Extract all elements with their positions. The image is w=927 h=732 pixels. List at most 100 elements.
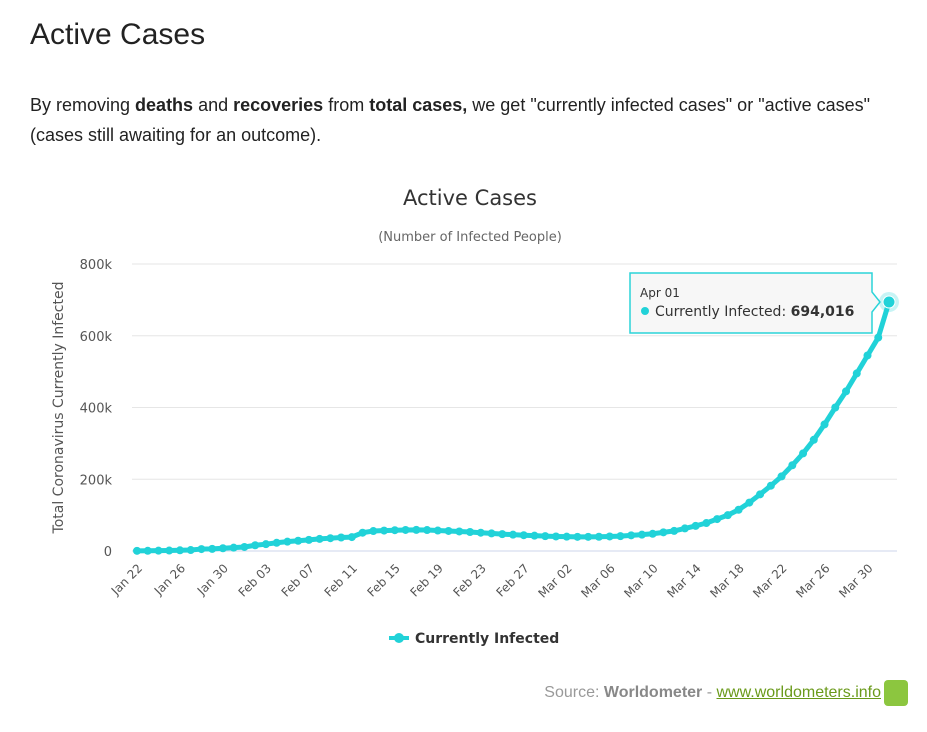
legend-item-currently-infected[interactable]: Currently Infected [415, 631, 559, 647]
data-point [165, 546, 174, 555]
worldometer-logo-icon[interactable] [884, 680, 908, 706]
x-tick-label: Mar 18 [707, 561, 746, 600]
data-point [433, 526, 442, 535]
data-point [766, 481, 775, 490]
data-point [509, 530, 517, 539]
data-point [143, 546, 152, 555]
data-point [283, 537, 292, 546]
x-tick-label: Feb 03 [236, 561, 274, 599]
data-point [133, 546, 141, 555]
source-line: Source: Worldometer - www.worldometers.i… [544, 684, 881, 702]
tooltip-box [629, 272, 881, 334]
data-point [648, 529, 657, 538]
data-point [272, 538, 281, 547]
data-point [605, 532, 614, 541]
data-point [358, 528, 367, 537]
data-point [584, 532, 593, 541]
desc-text: from [323, 95, 370, 115]
data-point [831, 403, 840, 412]
data-point [412, 525, 421, 534]
source-name: Worldometer [603, 684, 703, 701]
data-point [423, 526, 432, 535]
chart-title: Active Cases [403, 186, 537, 210]
data-point [347, 533, 356, 542]
data-point [240, 542, 249, 551]
x-tick-label: Feb 15 [365, 561, 403, 599]
x-tick-label: Feb 11 [322, 561, 360, 599]
data-point [175, 546, 184, 555]
data-point [186, 546, 195, 555]
data-point [659, 528, 668, 537]
source-sep: - [702, 684, 717, 701]
data-point [637, 530, 646, 539]
x-tick-label: Jan 26 [151, 561, 188, 598]
desc-bold: recoveries [233, 95, 324, 115]
data-point [208, 544, 217, 553]
data-point [594, 532, 603, 541]
data-point [315, 534, 324, 543]
data-point [229, 543, 238, 552]
data-point [304, 535, 313, 544]
data-point [745, 498, 754, 507]
data-point [530, 531, 539, 540]
x-tick-label: Feb 23 [450, 561, 488, 599]
data-point [702, 519, 711, 528]
y-tick-label: 200k [80, 473, 113, 488]
active-cases-chart: Active Cases (Number of Infected People) T… [51, 186, 899, 647]
source-link[interactable]: www.worldometers.info [716, 684, 882, 701]
tooltip-bullet-icon [641, 307, 649, 315]
data-point [390, 526, 399, 535]
tooltip-text: Currently Infected: 694,016 [655, 304, 854, 320]
data-point [551, 532, 560, 541]
description: By removing deaths and recoveries from t… [30, 90, 920, 150]
y-axis-label: Total Coronavirus Currently Infected [51, 282, 67, 535]
y-tick-label: 600k [80, 330, 113, 345]
data-point [476, 528, 485, 537]
x-tick-label: Feb 27 [493, 561, 531, 599]
x-tick-label: Mar 06 [578, 561, 617, 600]
data-point [799, 449, 808, 458]
data-point [455, 527, 464, 536]
data-point [852, 369, 861, 378]
desc-bold: total cases, [369, 95, 468, 115]
data-point [723, 511, 732, 520]
source-label: Source: [544, 684, 604, 701]
series-line [136, 301, 892, 554]
data-point [573, 532, 582, 541]
data-point [713, 515, 722, 524]
data-point [294, 536, 303, 545]
data-point [616, 532, 625, 541]
y-tick-label: 400k [80, 402, 113, 417]
x-tick-label: Mar 30 [836, 561, 875, 600]
data-point [809, 435, 818, 444]
y-tick-label: 0 [104, 545, 112, 560]
data-point [734, 505, 743, 514]
data-point [487, 529, 496, 538]
x-tick-label: Jan 22 [108, 561, 145, 598]
data-point [466, 527, 475, 536]
data-point [154, 546, 163, 555]
x-tick-label: Mar 14 [664, 561, 703, 600]
data-point [326, 534, 335, 543]
data-point [261, 540, 270, 549]
data-point [788, 461, 797, 470]
data-point [820, 420, 829, 429]
data-point [680, 524, 689, 533]
data-point [562, 532, 571, 541]
data-point [218, 544, 227, 553]
data-point [627, 531, 636, 540]
data-point [444, 526, 453, 535]
data-point [842, 387, 851, 396]
x-tick-label: Feb 19 [407, 561, 445, 599]
chart-subtitle: (Number of Infected People) [378, 230, 562, 245]
legend-marker-icon [394, 633, 404, 643]
x-tick-label: Mar 10 [621, 561, 660, 600]
data-point [756, 490, 765, 499]
x-tick-label: Feb 07 [279, 561, 317, 599]
data-point [863, 351, 872, 360]
data-point [777, 472, 786, 481]
data-point [541, 532, 550, 541]
data-point [251, 541, 260, 550]
data-point [691, 521, 700, 530]
data-point [197, 545, 206, 554]
